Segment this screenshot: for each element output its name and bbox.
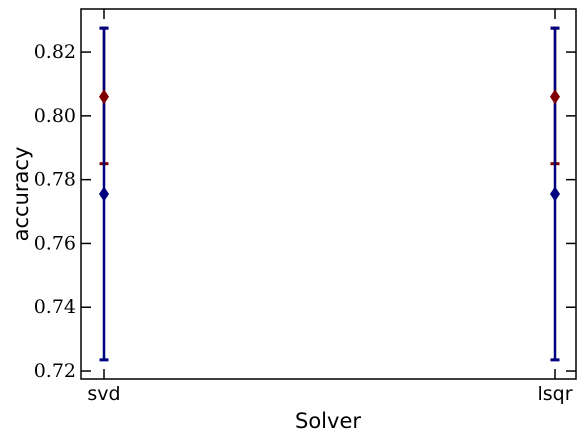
y-axis-title: accuracy bbox=[9, 147, 33, 242]
x-tick-label: svd bbox=[87, 383, 120, 405]
data-point bbox=[99, 89, 109, 105]
y-tick-label: 0.80 bbox=[34, 105, 76, 127]
y-tick-label: 0.76 bbox=[34, 232, 76, 254]
y-tick-label: 0.82 bbox=[34, 41, 76, 63]
x-tick-label: lsqr bbox=[537, 383, 572, 405]
plot-area-frame bbox=[80, 8, 577, 380]
axis-ticks: 0.72 0.74 0.76 0.78 0.80 0.82 svd lsqr bbox=[34, 9, 576, 405]
data-marks bbox=[99, 26, 560, 362]
y-tick-label: 0.74 bbox=[34, 296, 76, 318]
data-point bbox=[99, 186, 109, 202]
y-tick-label: 0.72 bbox=[34, 360, 76, 382]
y-tick-label: 0.78 bbox=[34, 169, 76, 191]
x-axis-title: Solver bbox=[295, 409, 361, 433]
data-point bbox=[550, 186, 560, 202]
data-point bbox=[550, 89, 560, 105]
